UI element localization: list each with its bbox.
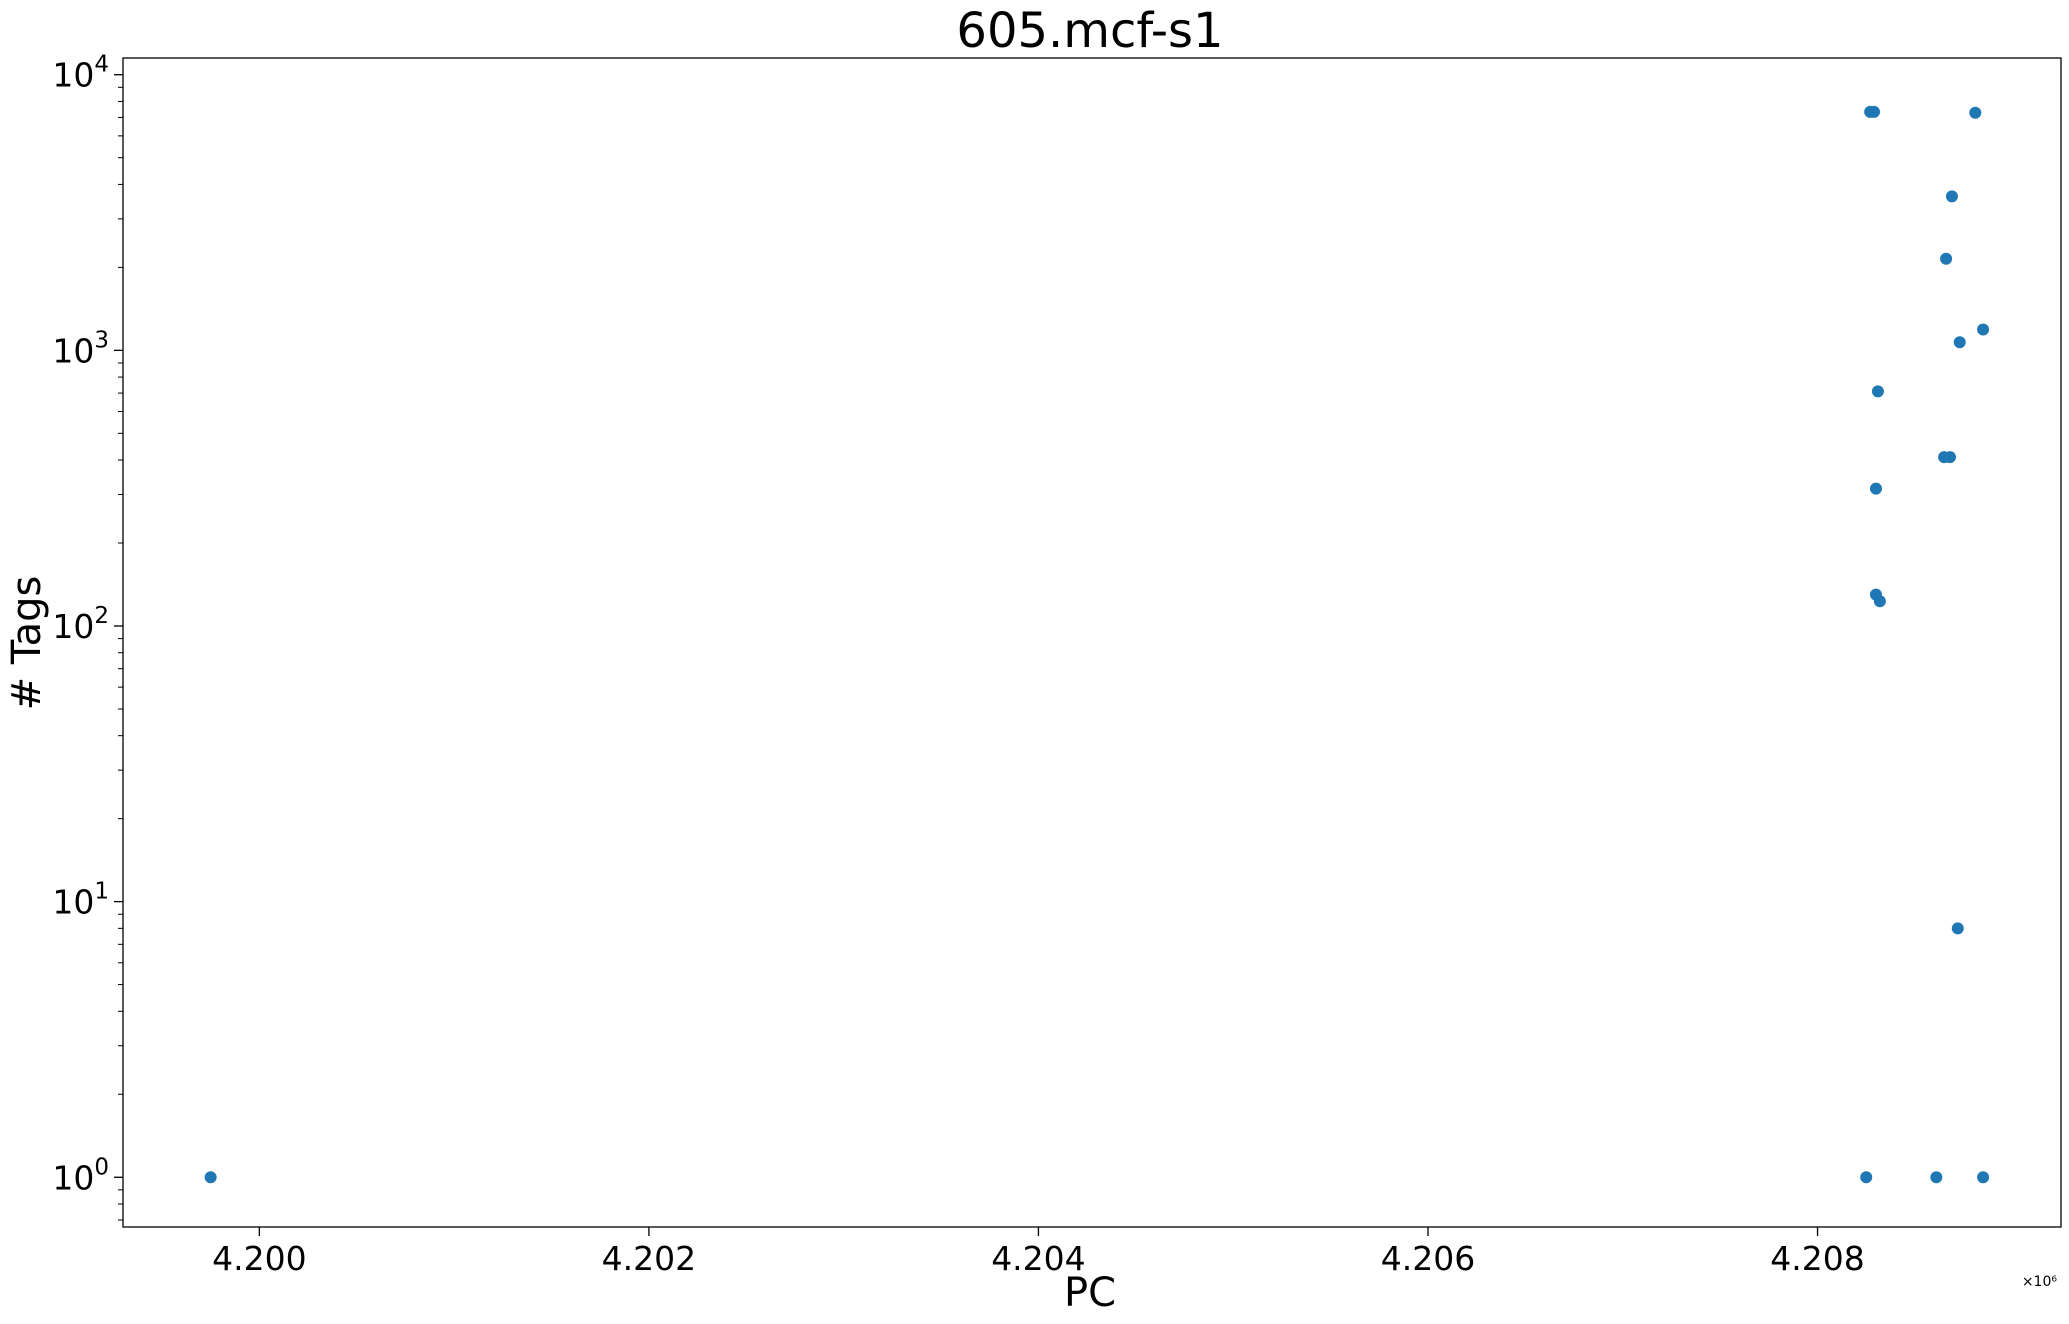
data-point [1940, 252, 1953, 265]
x-axis-label: PC [1064, 1270, 1116, 1316]
data-point [1977, 323, 1990, 336]
y-axis-label: # Tags [4, 576, 50, 711]
y-tick-label: 101 [52, 879, 109, 922]
data-point [1869, 482, 1882, 495]
plot-area: 4.200 4.202 4.204 4.206 4.208 100 101 102 103 104 [52, 52, 2062, 1278]
data-point [1977, 1171, 1990, 1184]
y-tick-label: 103 [52, 327, 109, 370]
x-tick-label: 4.208 [1770, 1239, 1864, 1278]
x-tick-label: 4.204 [991, 1239, 1085, 1278]
data-point [1873, 595, 1886, 608]
chart-title: 605.mcf-s1 [956, 3, 1223, 59]
data-point [1945, 190, 1958, 203]
x-tick-label: 4.206 [1381, 1239, 1475, 1278]
y-tick-label: 100 [52, 1154, 109, 1197]
data-point [1953, 336, 1966, 349]
data-point [1860, 1171, 1873, 1184]
y-tick-label: 104 [52, 52, 109, 95]
data-point [1871, 385, 1884, 398]
data-point [1951, 922, 1964, 935]
plot-frame [122, 57, 2062, 1228]
data-point [1943, 451, 1956, 464]
data-point [1969, 106, 1982, 119]
x-tick-label: 4.202 [602, 1239, 696, 1278]
data-point [1868, 105, 1881, 118]
y-tick-label: 102 [52, 603, 109, 646]
data-point [204, 1171, 217, 1184]
x-tick-label: 4.200 [212, 1239, 306, 1278]
data-point [1930, 1171, 1943, 1184]
x-axis-multiplier: ×10⁶ [2022, 1274, 2058, 1290]
